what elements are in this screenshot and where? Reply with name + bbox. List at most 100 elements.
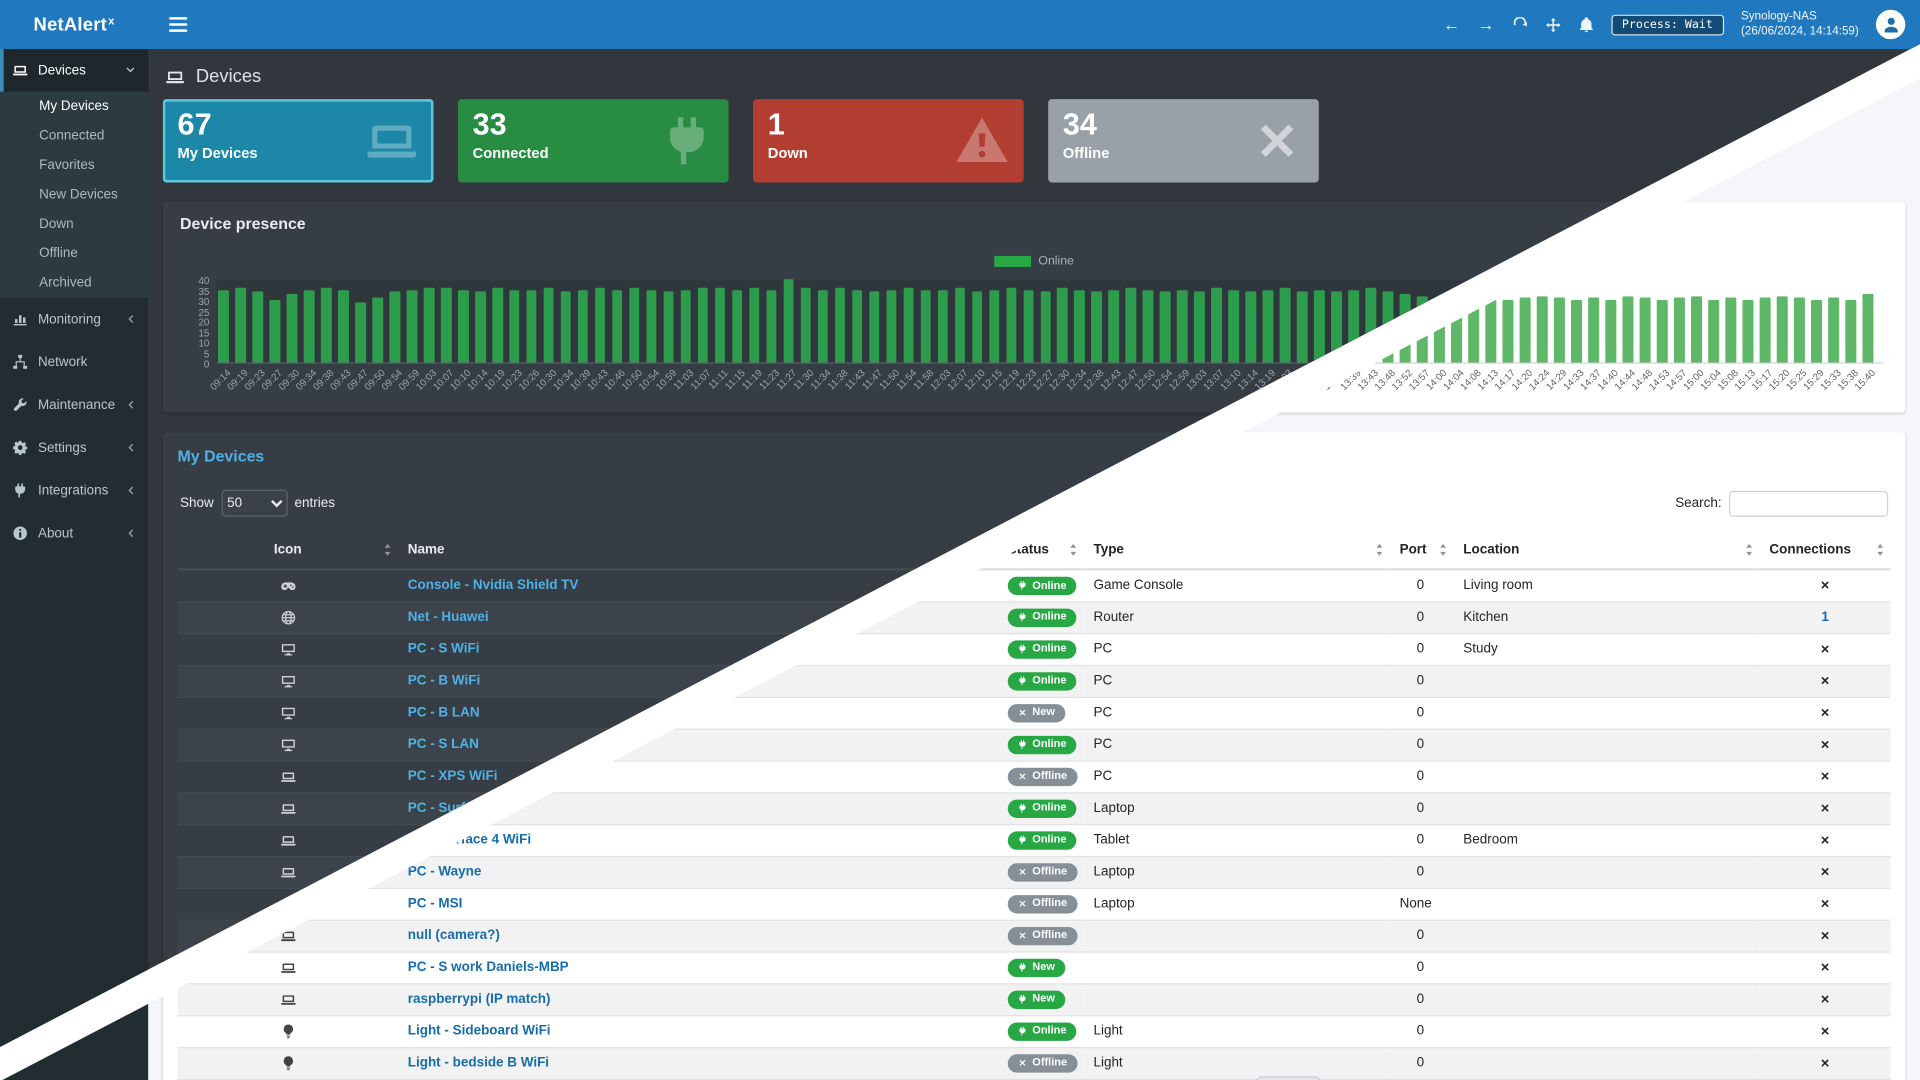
no-connections-icon[interactable]: × xyxy=(1820,672,1830,690)
fullscreen-move-icon[interactable] xyxy=(1545,17,1561,33)
sort-icon[interactable] xyxy=(382,543,393,556)
no-connections-icon[interactable]: × xyxy=(1820,927,1830,945)
chart-bar xyxy=(1485,297,1497,363)
column-header-name[interactable]: Name xyxy=(397,531,998,571)
sidebar-item-integrations[interactable]: Integrations xyxy=(0,469,148,512)
no-connections-icon[interactable]: × xyxy=(1820,800,1830,818)
column-header-connections[interactable]: Connections xyxy=(1759,531,1891,571)
plug-icon xyxy=(1018,645,1028,655)
sidebar-subitem-down[interactable]: Down xyxy=(39,216,74,232)
sort-icon[interactable] xyxy=(982,543,993,556)
device-name-link[interactable]: Light - Sideboard WiFi xyxy=(407,1024,551,1039)
x-axis-label: 12:15 xyxy=(978,367,1004,393)
device-name-link[interactable]: Light - bedside B WiFi xyxy=(407,1055,550,1071)
sort-icon[interactable] xyxy=(1374,543,1385,556)
device-status-cell: Online xyxy=(997,824,1084,858)
device-name-link[interactable]: PC - S work Daniels-MBP xyxy=(407,960,569,976)
plug-icon xyxy=(1018,836,1028,846)
device-name-link[interactable]: raspberrypi (IP match) xyxy=(407,992,551,1008)
chart-bar xyxy=(235,287,246,363)
sidebar-subitem-connected[interactable]: Connected xyxy=(39,128,105,144)
device-name-link[interactable]: PC - Surface 4 WiFi xyxy=(407,833,532,848)
card-down[interactable]: 1 Down xyxy=(753,99,1024,183)
device-name-link[interactable]: PC - S WiFi xyxy=(407,642,480,657)
column-header-location[interactable]: Location xyxy=(1453,531,1760,571)
sidebar-subitem-favorites[interactable]: Favorites xyxy=(39,157,95,173)
sidebar-item-network[interactable]: Network xyxy=(0,340,148,383)
chart-bar xyxy=(1348,289,1360,363)
sort-icon[interactable] xyxy=(1744,543,1755,556)
chart-bar xyxy=(817,289,829,363)
sidebar-subitem-new-devices[interactable]: New Devices xyxy=(39,187,118,203)
column-header-port[interactable]: Port xyxy=(1389,531,1454,571)
sort-icon[interactable] xyxy=(1438,543,1449,556)
refresh-icon[interactable] xyxy=(1512,17,1528,33)
chart-bar xyxy=(1571,300,1582,363)
x-axis-label: 14:44 xyxy=(1612,367,1638,393)
search-input[interactable] xyxy=(1728,490,1889,517)
info-icon xyxy=(12,525,28,541)
device-name-link[interactable]: null (camera?) xyxy=(407,928,500,944)
device-name-link[interactable]: PC - XPS WiFi xyxy=(407,769,498,785)
device-name-link[interactable]: PC - Wayne xyxy=(407,864,482,880)
device-name-link[interactable]: PC - MSI xyxy=(407,896,463,912)
x-icon xyxy=(1018,899,1028,909)
no-connections-icon[interactable]: × xyxy=(1820,831,1830,850)
no-connections-icon[interactable]: × xyxy=(1820,1022,1830,1041)
sort-icon[interactable] xyxy=(1875,543,1886,556)
show-label: Show xyxy=(180,495,214,511)
no-connections-icon[interactable]: × xyxy=(1820,1054,1830,1072)
forward-icon[interactable]: → xyxy=(1477,14,1495,35)
device-name-link[interactable]: PC - Surface xyxy=(407,801,488,816)
sidebar-subitem-archived[interactable]: Archived xyxy=(39,275,92,291)
chart-bar xyxy=(252,291,263,363)
device-name-link[interactable]: PC - B LAN xyxy=(407,705,480,721)
sidebar-item-label: Devices xyxy=(37,63,86,78)
device-name-link[interactable]: PC - S LAN xyxy=(407,737,479,753)
card-my-devices[interactable]: 67 My Devices xyxy=(162,99,434,183)
sidebar-item-about[interactable]: About xyxy=(0,512,148,555)
no-connections-icon[interactable]: × xyxy=(1820,768,1830,786)
x-axis-label: 12:38 xyxy=(1081,367,1107,393)
page-header: Devices xyxy=(165,66,1903,87)
no-connections-icon[interactable]: × xyxy=(1820,863,1830,881)
sort-icon[interactable] xyxy=(1068,543,1079,556)
device-status-cell: Offline xyxy=(997,920,1084,953)
device-connections-cell: 1 xyxy=(1759,601,1891,635)
page-size-select[interactable]: 50 xyxy=(221,489,288,517)
no-connections-icon[interactable]: × xyxy=(1820,577,1830,595)
sidebar-subitem-my-devices[interactable]: My Devices xyxy=(39,99,109,114)
sidebar-item-monitoring[interactable]: Monitoring xyxy=(0,298,148,341)
x-axis-label: 15:25 xyxy=(1783,367,1810,393)
column-header-status[interactable]: Status xyxy=(997,531,1084,571)
no-connections-icon[interactable]: × xyxy=(1820,959,1830,977)
device-name-link[interactable]: Console - Nvidia Shield TV xyxy=(407,578,579,594)
back-icon[interactable]: ← xyxy=(1443,14,1461,35)
user-avatar[interactable] xyxy=(1875,9,1906,40)
sidebar-toggle-button[interactable] xyxy=(164,9,192,41)
column-header-type[interactable]: Type xyxy=(1083,531,1390,571)
column-header-icon[interactable]: Icon xyxy=(177,531,398,571)
sidebar-item-devices[interactable]: Devices xyxy=(0,48,149,92)
device-name-link[interactable]: Net - Huawei xyxy=(407,610,489,625)
chart-bar xyxy=(1828,297,1839,363)
x-axis-label: 11:07 xyxy=(688,367,713,392)
connections-count-link[interactable]: 1 xyxy=(1821,610,1829,625)
no-connections-icon[interactable]: × xyxy=(1820,991,1830,1009)
sort-icon[interactable] xyxy=(982,543,993,556)
no-connections-icon[interactable]: × xyxy=(1820,640,1830,659)
sidebar-item-maintenance[interactable]: Maintenance xyxy=(0,383,148,426)
device-icon-cell xyxy=(177,665,398,698)
no-connections-icon[interactable]: × xyxy=(1820,704,1830,722)
device-name-link[interactable]: PC - B WiFi xyxy=(407,673,481,689)
sidebar-subitem-offline[interactable]: Offline xyxy=(39,246,78,261)
sidebar-item-settings[interactable]: Settings xyxy=(0,426,148,469)
notifications-bell-icon[interactable] xyxy=(1578,17,1594,33)
card-connected[interactable]: 33 Connected xyxy=(457,99,729,183)
pagination-partial[interactable] xyxy=(1256,1076,1321,1080)
card-offline[interactable]: 34 Offline xyxy=(1048,99,1319,183)
no-connections-icon[interactable]: × xyxy=(1820,736,1830,754)
no-connections-icon[interactable]: × xyxy=(1820,895,1830,913)
